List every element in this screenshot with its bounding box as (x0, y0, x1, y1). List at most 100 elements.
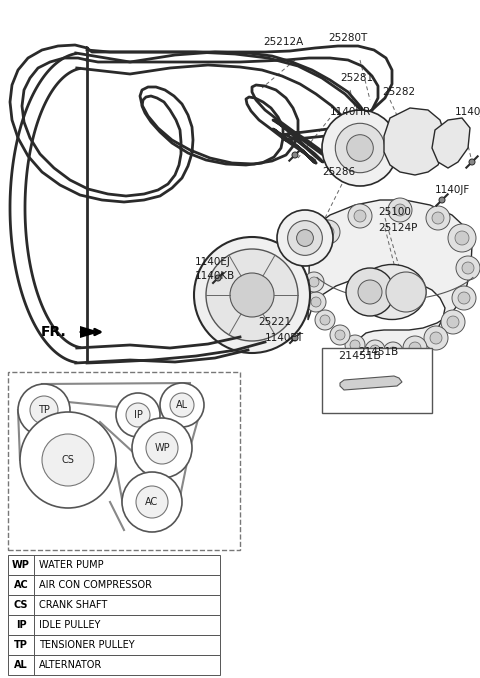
Circle shape (432, 212, 444, 224)
Circle shape (348, 204, 372, 228)
Circle shape (116, 393, 160, 437)
Text: WP: WP (12, 560, 30, 570)
Text: WATER PUMP: WATER PUMP (39, 560, 104, 570)
Circle shape (304, 272, 324, 292)
Polygon shape (432, 118, 470, 168)
Text: 1140JF: 1140JF (455, 107, 480, 117)
Circle shape (311, 297, 321, 307)
Circle shape (20, 412, 116, 508)
Circle shape (146, 432, 178, 464)
Circle shape (403, 336, 427, 360)
Polygon shape (340, 376, 402, 390)
Circle shape (42, 434, 94, 486)
Ellipse shape (358, 264, 426, 319)
Text: CRANK SHAFT: CRANK SHAFT (39, 600, 107, 610)
Circle shape (386, 272, 426, 312)
Circle shape (315, 310, 335, 330)
Text: 25281: 25281 (340, 73, 373, 83)
Text: AL: AL (14, 660, 28, 670)
Polygon shape (80, 326, 100, 338)
Circle shape (388, 198, 412, 222)
Circle shape (206, 249, 298, 341)
Text: TP: TP (14, 640, 28, 650)
Text: TP: TP (38, 405, 50, 415)
Circle shape (383, 342, 403, 362)
Circle shape (292, 152, 298, 158)
Text: ALTERNATOR: ALTERNATOR (39, 660, 102, 670)
Circle shape (322, 110, 398, 186)
Text: AC: AC (13, 580, 28, 590)
Text: 1140HR: 1140HR (330, 107, 371, 117)
Circle shape (277, 210, 333, 266)
Circle shape (347, 135, 373, 161)
Circle shape (316, 220, 340, 244)
Bar (8, 555, 220, 575)
Text: AIR CON COMPRESSOR: AIR CON COMPRESSOR (39, 580, 152, 590)
Circle shape (462, 262, 474, 274)
Circle shape (230, 273, 274, 317)
Circle shape (441, 310, 465, 334)
Text: IP: IP (16, 620, 26, 630)
Text: 25280T: 25280T (328, 33, 368, 43)
Circle shape (309, 277, 319, 287)
Circle shape (122, 472, 182, 532)
Bar (8, 635, 220, 655)
Polygon shape (384, 108, 445, 175)
Circle shape (30, 396, 58, 424)
Circle shape (335, 330, 345, 340)
Circle shape (447, 316, 459, 328)
Circle shape (215, 275, 221, 281)
Circle shape (288, 220, 323, 256)
Bar (8, 372, 240, 550)
Circle shape (424, 326, 448, 350)
Circle shape (292, 335, 298, 341)
Text: 25282: 25282 (382, 87, 415, 97)
Circle shape (358, 280, 382, 304)
Text: 1140KB: 1140KB (195, 271, 235, 281)
Circle shape (136, 486, 168, 518)
Text: FR.: FR. (40, 325, 66, 339)
Circle shape (394, 204, 406, 216)
Circle shape (194, 237, 310, 353)
Circle shape (345, 335, 365, 355)
Text: 25286: 25286 (322, 167, 355, 177)
Text: IDLE PULLEY: IDLE PULLEY (39, 620, 100, 630)
Circle shape (456, 256, 480, 280)
Circle shape (365, 340, 385, 360)
Circle shape (346, 268, 394, 316)
Text: IP: IP (133, 410, 143, 420)
Circle shape (354, 210, 366, 222)
Circle shape (458, 292, 470, 304)
Circle shape (160, 383, 204, 427)
Text: 1140JF: 1140JF (435, 185, 470, 195)
Circle shape (330, 325, 350, 345)
Text: 21451B: 21451B (358, 347, 398, 357)
Circle shape (439, 197, 445, 203)
Text: 25124P: 25124P (378, 223, 418, 233)
Circle shape (388, 347, 398, 357)
Circle shape (297, 230, 313, 246)
Text: WP: WP (154, 443, 170, 453)
Circle shape (132, 418, 192, 478)
Circle shape (336, 123, 384, 173)
Circle shape (18, 384, 70, 436)
Circle shape (469, 159, 475, 165)
Circle shape (430, 332, 442, 344)
Text: 25100: 25100 (378, 207, 411, 217)
Text: TENSIONER PULLEY: TENSIONER PULLEY (39, 640, 134, 650)
Bar (8, 655, 220, 675)
Circle shape (452, 286, 476, 310)
Text: AL: AL (176, 400, 188, 410)
Bar (8, 575, 220, 595)
Polygon shape (308, 200, 472, 364)
Circle shape (426, 206, 450, 230)
Circle shape (409, 342, 421, 354)
Text: CS: CS (61, 455, 74, 465)
Circle shape (170, 393, 194, 417)
Text: 25212A: 25212A (263, 37, 303, 47)
Circle shape (306, 292, 326, 312)
Circle shape (350, 340, 360, 350)
Text: CS: CS (14, 600, 28, 610)
Text: 21451B: 21451B (338, 351, 381, 361)
Bar (322, 348, 432, 413)
